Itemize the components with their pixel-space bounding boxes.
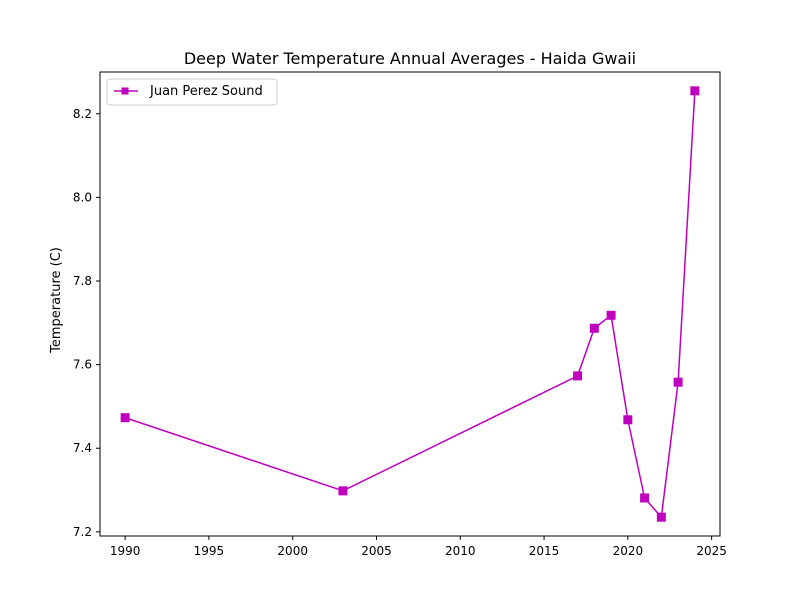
x-tick-label: 2020: [613, 544, 644, 558]
plot-frame: [99, 71, 721, 537]
legend: Juan Perez Sound: [106, 78, 278, 106]
data-point: [589, 323, 599, 333]
x-tick-label: 1990: [110, 544, 141, 558]
data-point: [656, 512, 666, 522]
y-axis-label: Temperature (C): [49, 247, 64, 354]
data-point: [606, 310, 616, 320]
data-point: [623, 415, 633, 425]
y-tick-label: 7.4: [73, 441, 92, 455]
x-tick-label: 2000: [277, 544, 308, 558]
data-point: [690, 86, 700, 96]
x-tick-label: 2025: [696, 544, 727, 558]
series-layer: [120, 86, 700, 522]
x-tick-label: 1995: [194, 544, 225, 558]
x-tick-label: 2005: [361, 544, 392, 558]
chart-title: Deep Water Temperature Annual Averages -…: [184, 49, 636, 68]
y-axis-ticks: 7.2 7.4 7.6 7.8 8.0 8.2: [73, 107, 100, 539]
legend-box: [106, 78, 278, 106]
legend-marker-juan-perez-sound: [121, 87, 129, 95]
x-tick-label: 2010: [445, 544, 476, 558]
data-point: [673, 377, 683, 387]
data-point: [573, 371, 583, 381]
y-tick-label: 8.0: [73, 190, 92, 204]
y-tick-label: 7.6: [73, 358, 92, 372]
y-tick-label: 7.8: [73, 274, 92, 288]
legend-label-juan-perez-sound: Juan Perez Sound: [149, 84, 263, 99]
x-axis-ticks: 1990 1995 2000 2005 2010 2015 2020 2025: [110, 536, 727, 558]
y-tick-label: 7.2: [73, 525, 92, 539]
x-tick-label: 2015: [529, 544, 560, 558]
data-point: [120, 413, 130, 423]
data-point: [338, 486, 348, 496]
series-line-0: [124, 90, 696, 519]
data-point: [640, 493, 650, 503]
y-tick-label: 8.2: [73, 107, 92, 121]
